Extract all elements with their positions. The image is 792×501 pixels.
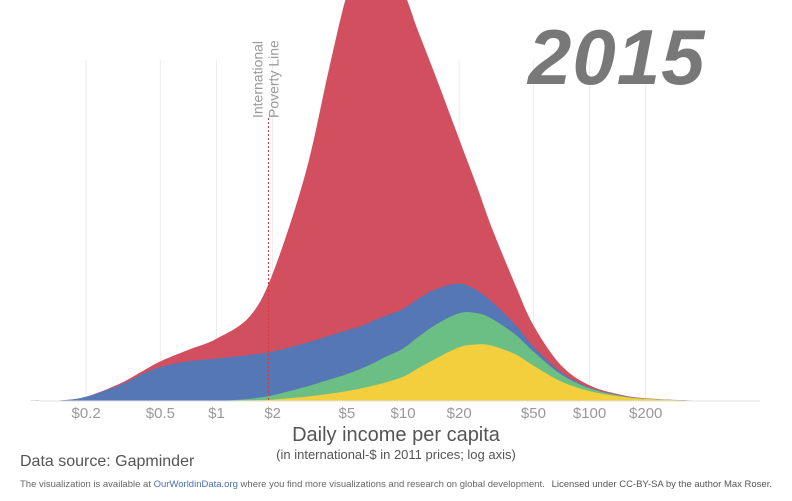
x-tick-label-1: $0.5 [146,405,175,422]
x-tick-label-5: $10 [391,405,416,422]
x-tick-label-4: $5 [339,405,356,422]
series-3-area [30,283,758,401]
poverty-line-label-1: International [250,41,266,118]
x-axis-title: Daily income per capita [292,424,500,446]
x-tick-label-8: $100 [573,405,606,422]
series-2-area [30,312,758,401]
owid-link[interactable]: OurWorldinData.org [153,479,238,490]
x-tick-label-3: $2 [264,405,281,422]
data-source: Data source: Gapminder [20,453,195,470]
x-tick-label-6: $20 [447,405,472,422]
footer-note: The visualization is available at OurWor… [20,479,545,490]
x-axis-subtitle: (in international-$ in 2011 prices; log … [276,447,516,462]
footer-post: where you find more visualizations and r… [237,479,545,490]
x-tick-label-2: $1 [208,405,225,422]
footer-pre: The visualization is available at [20,479,154,490]
poverty-line-label-2: Poverty Line [266,40,282,118]
series-1-area [30,344,758,401]
x-tick-label-0: $0.2 [72,405,101,422]
year-label: 2015 [528,13,706,101]
x-tick-labels: $0.2 $0.5 $1 $2 $5 $10 $20 $50 $100 $200 [72,405,663,422]
x-tick-label-9: $200 [629,405,662,422]
stacked-areas [30,0,758,401]
x-tick-label-7: $50 [521,405,546,422]
poverty-line-annotation: International Poverty Line [250,40,282,401]
series-4-area [30,0,758,401]
license-note: Licensed under CC-BY-SA by the author Ma… [551,479,772,490]
